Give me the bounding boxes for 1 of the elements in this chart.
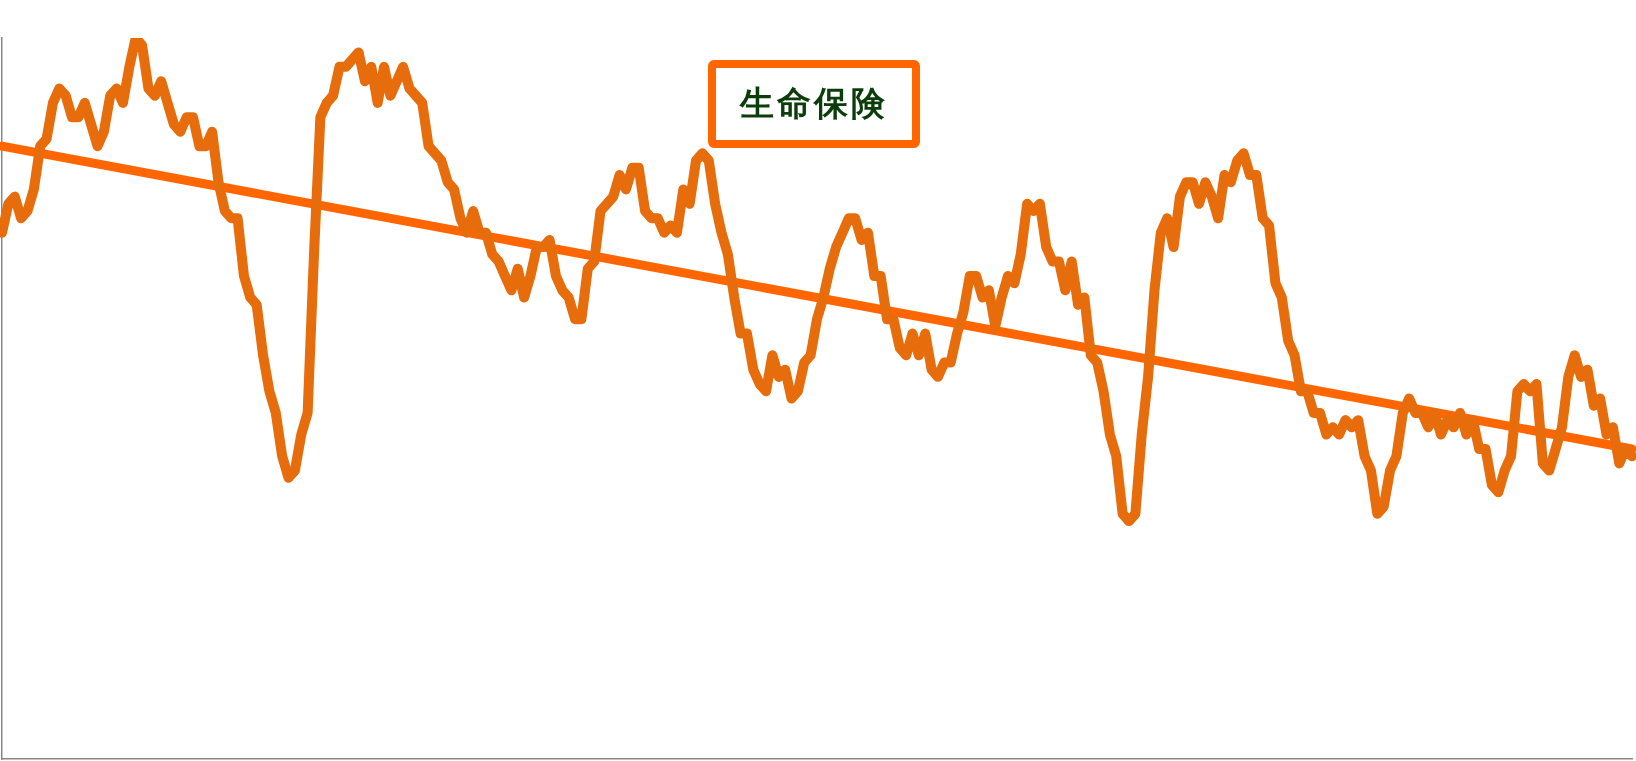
text: 生命保険 xyxy=(708,60,920,148)
